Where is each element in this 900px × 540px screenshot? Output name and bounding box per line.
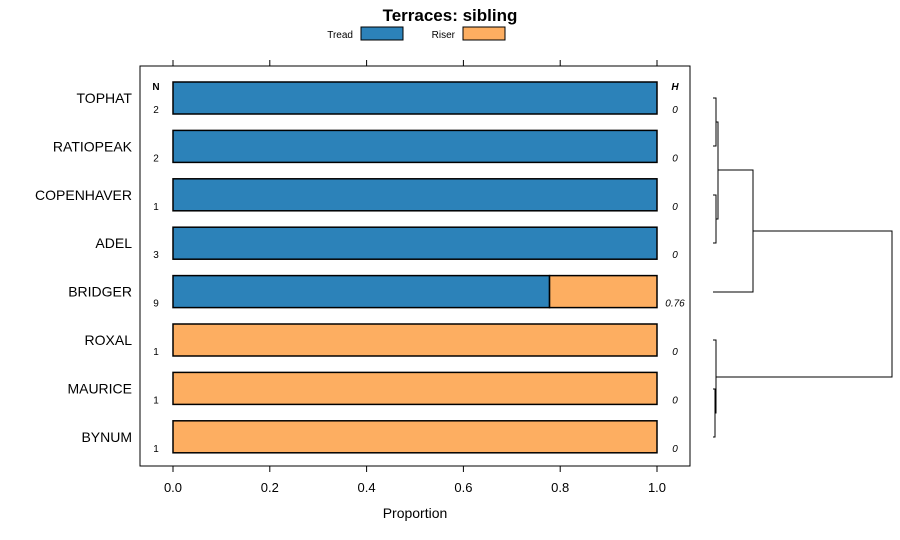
legend-label-riser: Riser [432,30,456,41]
h-value-adel: 0 [672,250,678,261]
legend-label-tread: Tread [327,30,353,41]
n-value-bridger: 9 [153,299,159,310]
bar-bynum-riser [172,420,658,454]
bar-roxal-riser [172,323,658,357]
h-value-tophat: 0 [672,105,678,116]
x-tick-label-2: 0.4 [358,480,376,495]
h-value-maurice: 0 [672,395,678,406]
bar-bridger-riser [548,274,658,309]
bar-maurice-riser [172,371,658,406]
dendrogram-branch-maurice-bynum [713,388,716,438]
legend: Tread Riser [327,26,506,41]
x-tick-label-1: 0.2 [261,480,279,495]
category-label-tophat: TOPHAT [77,90,133,106]
bars-group [172,81,658,454]
n-value-maurice: 1 [153,395,159,406]
n-value-bynum: 1 [153,444,159,455]
h-value-bridger: 0.76 [665,299,685,310]
n-values: 2 2 1 3 9 1 1 1 [153,105,159,455]
n-value-ratiopeak: 2 [153,153,159,164]
x-axis: 0.0 0.2 0.4 0.6 0.8 1.0 [164,60,666,495]
x-tick-label-5: 1.0 [648,480,666,495]
h-value-ratiopeak: 0 [672,153,678,164]
n-value-roxal: 1 [153,347,159,358]
dendrogram [713,97,893,438]
category-label-maurice: MAURICE [67,380,132,396]
category-label-roxal: ROXAL [85,332,133,348]
bar-bridger-tread [172,274,551,309]
h-value-roxal: 0 [672,347,678,358]
bar-ratiopeak-tread [172,129,658,164]
bar-adel-tread [172,226,658,260]
h-values: 0 0 0 0 0.76 0 0 0 [665,105,685,455]
n-value-tophat: 2 [153,105,159,116]
dendrogram-branch-tophat-ratiopeak [713,97,717,147]
bar-tophat-tread [172,81,658,115]
h-value-bynum: 0 [672,444,678,455]
h-value-copenhaver: 0 [672,202,678,213]
h-column-header: H [671,82,679,93]
n-column-header: N [152,82,159,93]
category-labels: TOPHAT RATIOPEAK COPENHAVER ADEL BRIDGER ROXA… [35,90,133,445]
bar-copenhaver-tread [172,178,658,212]
category-label-bynum: BYNUM [81,429,132,445]
n-value-copenhaver: 1 [153,202,159,213]
dendrogram-branch-root [716,230,893,378]
x-axis-title: Proportion [383,505,448,521]
dendrogram-branch-bridger [713,169,754,293]
legend-swatch-tread [360,26,404,41]
plot-panel [139,65,691,467]
category-label-bridger: BRIDGER [68,284,132,300]
category-label-adel: ADEL [95,235,132,251]
dendrogram-branch-copenhaver-adel [713,194,717,244]
x-tick-label-3: 0.6 [454,480,472,495]
n-value-adel: 3 [153,250,159,261]
x-tick-label-4: 0.8 [551,480,569,495]
category-label-ratiopeak: RATIOPEAK [53,138,133,154]
legend-swatch-riser [462,26,506,41]
chart-title: Terraces: sibling [383,6,518,25]
category-label-copenhaver: COPENHAVER [35,187,132,203]
x-tick-label-0: 0.0 [164,480,182,495]
